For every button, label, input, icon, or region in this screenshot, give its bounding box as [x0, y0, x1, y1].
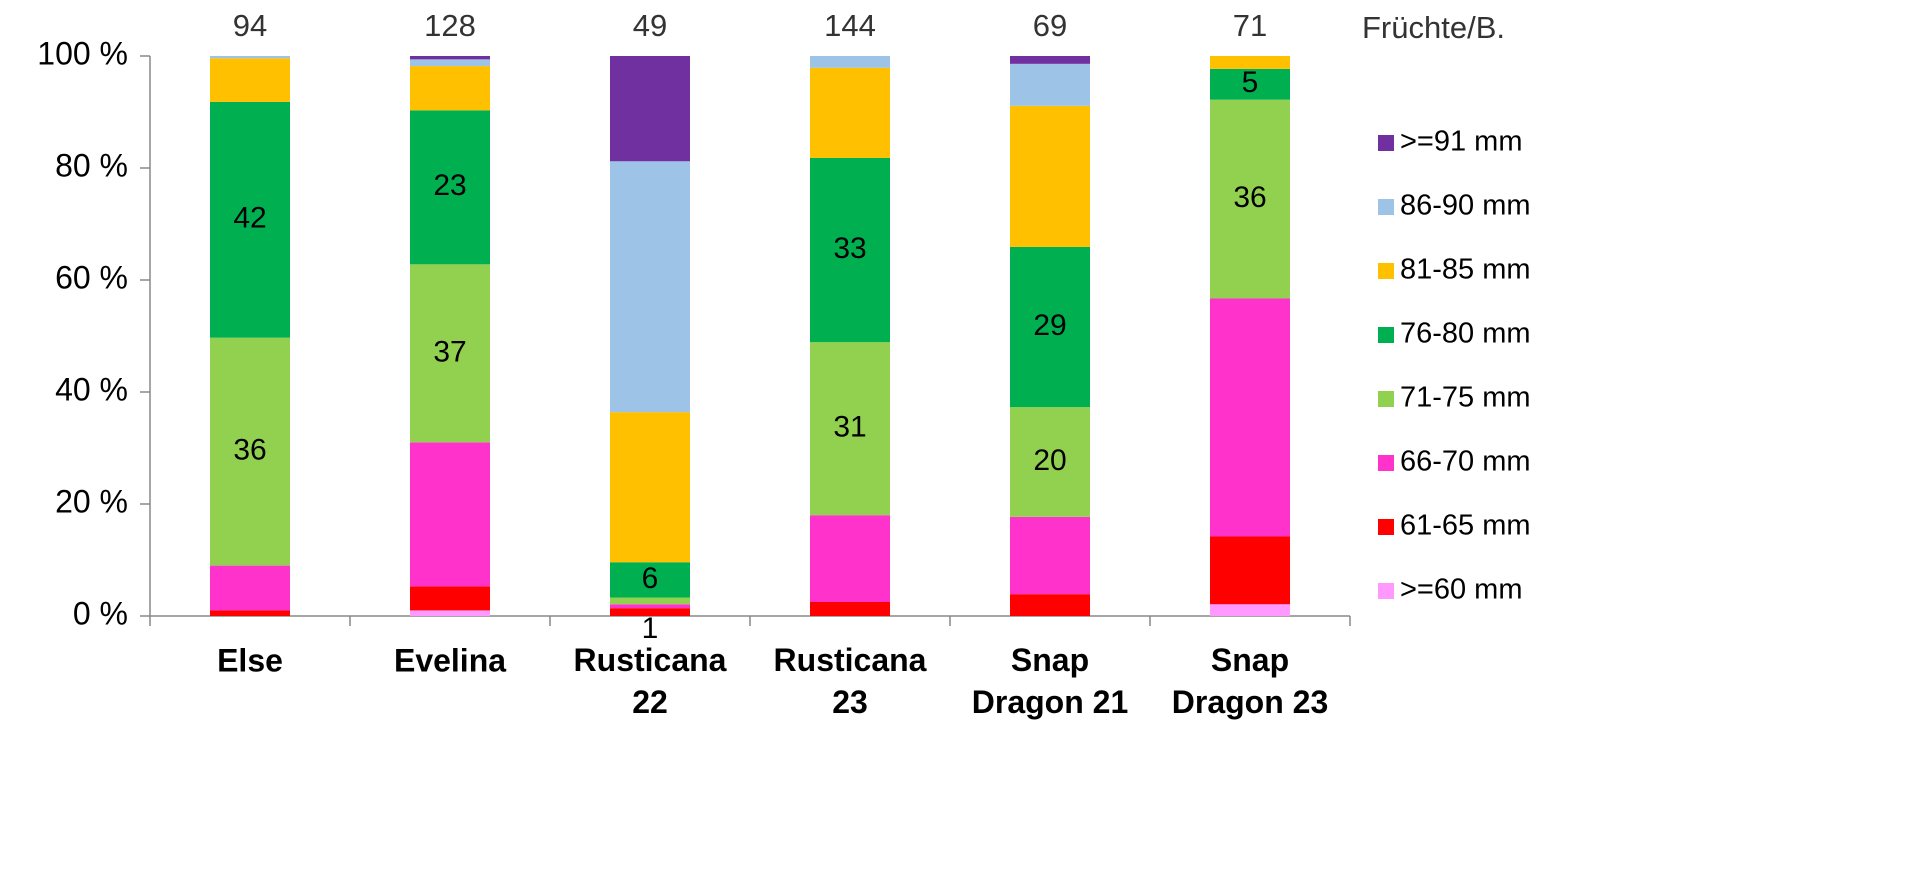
y-tick-label: 0 %	[73, 595, 128, 631]
bar-segment	[610, 604, 690, 609]
bar-segment	[1210, 68, 1290, 100]
total-label: 49	[633, 8, 667, 43]
legend-label: 71-75 mm	[1400, 382, 1531, 414]
bar-segment	[810, 56, 890, 68]
total-label: 144	[824, 8, 876, 43]
bar-segment	[210, 610, 290, 616]
bar-segment	[410, 264, 490, 443]
bar-segment	[1010, 63, 1090, 106]
bar-segment	[410, 59, 490, 67]
legend-swatch	[1378, 135, 1394, 151]
legend-swatch	[1378, 583, 1394, 599]
total-label: 128	[424, 8, 476, 43]
count-label: 42	[233, 202, 266, 235]
y-tick-label: 60 %	[55, 259, 128, 295]
y-tick-label: 20 %	[55, 483, 128, 519]
legend-swatch	[1378, 199, 1394, 215]
bar-segment	[610, 562, 690, 598]
bar-segment	[810, 67, 890, 158]
total-label: 71	[1233, 8, 1267, 43]
y-tick-label: 40 %	[55, 371, 128, 407]
count-label: 1	[642, 612, 659, 645]
legend-swatch	[1378, 455, 1394, 471]
bar-segment	[1210, 56, 1290, 69]
bar-segment	[210, 565, 290, 611]
bar-segment	[210, 101, 290, 338]
bar-segment	[810, 602, 890, 616]
legend-label: 86-90 mm	[1400, 190, 1531, 222]
count-label: 6	[642, 562, 659, 595]
bar-segment	[1210, 536, 1290, 605]
bar-segment	[610, 608, 690, 616]
x-tick-label: Snap Dragon 21	[972, 642, 1128, 720]
legend-label: 76-80 mm	[1400, 318, 1531, 350]
bar-segment	[1210, 99, 1290, 299]
bar-segment	[610, 161, 690, 413]
bar-segment	[1010, 56, 1090, 64]
bar-segment	[210, 58, 290, 102]
legend-label: >=60 mm	[1400, 574, 1523, 606]
legend-label: >=91 mm	[1400, 126, 1523, 158]
bar-segment	[810, 157, 890, 343]
bar-segment	[410, 442, 490, 587]
x-tick-label: Snap Dragon 23	[1172, 642, 1328, 720]
x-tick-label: Rusticana 23	[774, 642, 927, 720]
legend-label: 61-65 mm	[1400, 510, 1531, 542]
legend-swatch	[1378, 327, 1394, 343]
bar-segment	[1010, 105, 1090, 247]
count-label: 20	[1033, 444, 1066, 477]
bar-segment	[610, 597, 690, 605]
count-label: 36	[233, 434, 266, 467]
bar-segment	[410, 56, 490, 60]
count-label: 37	[433, 335, 466, 368]
legend-swatch	[1378, 519, 1394, 535]
bar-segment	[410, 110, 490, 265]
bar-segment	[1210, 298, 1290, 537]
x-tick-label: Rusticana 22	[574, 642, 727, 720]
x-tick-label: Else	[217, 642, 283, 678]
legend-swatch	[1378, 391, 1394, 407]
legend-swatch	[1378, 263, 1394, 279]
legend-label: 66-70 mm	[1400, 446, 1531, 478]
bar-segment	[1010, 246, 1090, 408]
total-label: 94	[233, 8, 267, 43]
bar-segment	[1010, 594, 1090, 616]
y-tick-label: 80 %	[55, 147, 128, 183]
bar-segment	[210, 337, 290, 566]
bar-segment	[810, 515, 890, 602]
x-tick-label: Evelina	[394, 642, 506, 678]
bar-segment	[1210, 604, 1290, 616]
bar-segment	[410, 610, 490, 616]
count-label: 29	[1033, 309, 1066, 342]
bar-segment	[410, 66, 490, 111]
count-label: 31	[833, 411, 866, 444]
bar-segment	[610, 56, 690, 162]
bar-segment	[1010, 516, 1090, 595]
bar-segment	[610, 412, 690, 563]
count-label: 36	[1233, 181, 1266, 214]
legend-label: 81-85 mm	[1400, 254, 1531, 286]
bar-segment	[410, 586, 490, 611]
bar-segment	[810, 342, 890, 516]
bar-segment	[1010, 407, 1090, 517]
y-tick-label: 100 %	[37, 35, 128, 71]
count-label: 23	[433, 169, 466, 202]
bar-segment	[210, 56, 290, 59]
totals-title: Früchte/B.	[1362, 10, 1505, 45]
count-label: 33	[833, 232, 866, 265]
count-label: 5	[1242, 66, 1259, 99]
total-label: 69	[1033, 8, 1067, 43]
